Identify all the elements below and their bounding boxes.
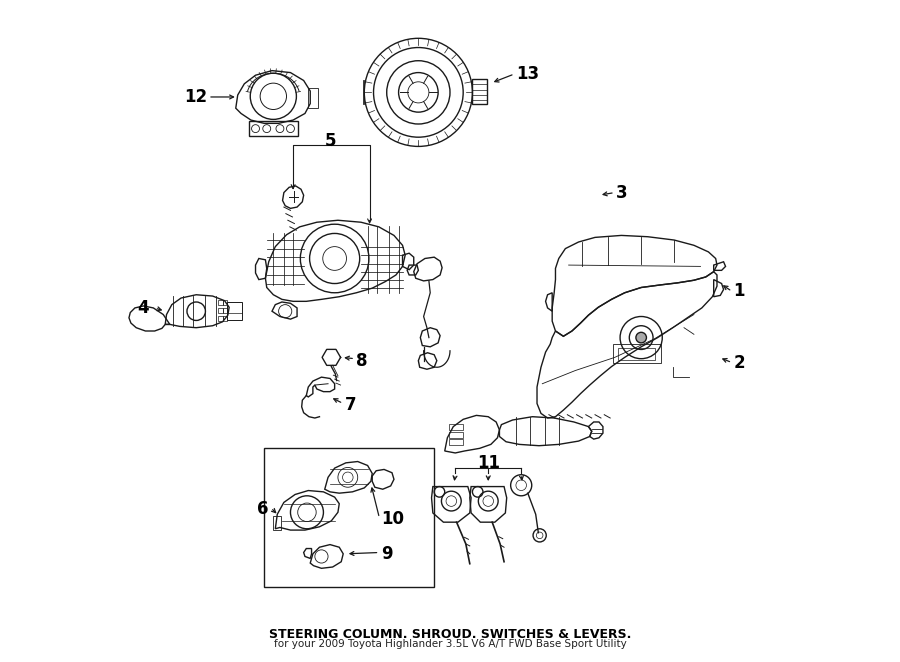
- Text: 10: 10: [381, 510, 404, 528]
- Bar: [264, 448, 434, 587]
- Text: STEERING COLUMN. SHROUD. SWITCHES & LEVERS.: STEERING COLUMN. SHROUD. SWITCHES & LEVE…: [269, 628, 631, 641]
- Circle shape: [636, 332, 646, 343]
- Bar: [227, 302, 242, 320]
- Bar: [218, 316, 222, 321]
- Bar: [222, 308, 227, 312]
- Bar: [449, 439, 464, 445]
- Text: 7: 7: [345, 396, 356, 414]
- Bar: [614, 344, 661, 363]
- Bar: [218, 308, 222, 312]
- Text: for your 2009 Toyota Highlander 3.5L V6 A/T FWD Base Sport Utility: for your 2009 Toyota Highlander 3.5L V6 …: [274, 639, 626, 649]
- Text: 3: 3: [616, 183, 627, 201]
- Bar: [449, 424, 464, 430]
- Text: 1: 1: [734, 283, 745, 301]
- Text: 2: 2: [734, 354, 745, 371]
- Text: 9: 9: [381, 545, 392, 563]
- Bar: [309, 89, 319, 108]
- Text: 5: 5: [324, 132, 336, 150]
- Bar: [618, 348, 655, 360]
- Text: 12: 12: [184, 88, 207, 106]
- Text: 6: 6: [257, 500, 269, 518]
- Bar: [274, 516, 281, 530]
- Text: 4: 4: [137, 299, 148, 317]
- Bar: [472, 79, 487, 103]
- Text: 8: 8: [356, 352, 368, 369]
- Bar: [222, 300, 227, 305]
- Bar: [218, 300, 222, 305]
- Bar: [249, 121, 299, 136]
- Bar: [363, 81, 365, 103]
- Text: 11: 11: [477, 454, 500, 472]
- Text: 13: 13: [516, 65, 539, 83]
- Bar: [449, 432, 464, 438]
- Bar: [222, 316, 227, 321]
